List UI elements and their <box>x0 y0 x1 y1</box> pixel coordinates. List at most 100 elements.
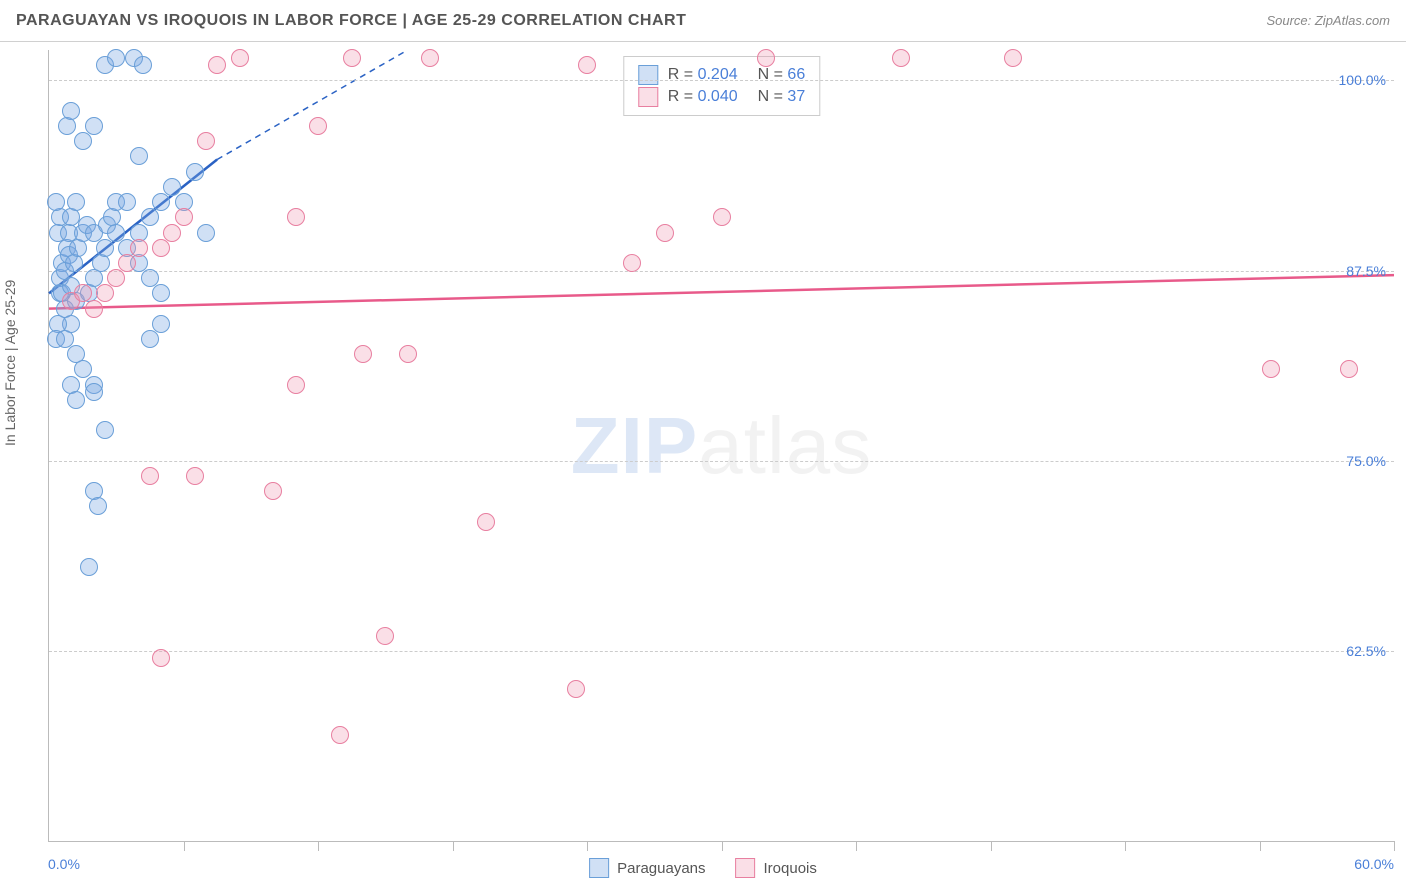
data-point <box>152 284 170 302</box>
data-point <box>69 239 87 257</box>
data-point <box>1340 360 1358 378</box>
x-axis-max-label: 60.0% <box>1354 856 1394 872</box>
gridline-h <box>49 80 1394 81</box>
data-point <box>713 208 731 226</box>
source-label: Source: ZipAtlas.com <box>1266 13 1390 28</box>
data-point <box>163 224 181 242</box>
data-point <box>1262 360 1280 378</box>
watermark-zip: ZIP <box>571 401 698 490</box>
data-point <box>152 649 170 667</box>
watermark: ZIPatlas <box>571 400 872 492</box>
x-tick <box>318 841 319 851</box>
x-axis-min-label: 0.0% <box>48 856 80 872</box>
y-tick-label: 100.0% <box>1339 72 1386 88</box>
data-point <box>343 49 361 67</box>
data-point <box>175 208 193 226</box>
legend-swatch <box>736 858 756 878</box>
legend-top-row: R = 0.204N = 66 <box>638 65 805 85</box>
data-point <box>130 147 148 165</box>
data-point <box>309 117 327 135</box>
legend-label: Iroquois <box>764 860 817 877</box>
data-point <box>197 224 215 242</box>
plot-wrap: ZIPatlas R = 0.204N = 66R = 0.040N = 37 … <box>48 50 1394 842</box>
plot-area: ZIPatlas R = 0.204N = 66R = 0.040N = 37 … <box>48 50 1394 842</box>
legend-r-label: R = 0.040 <box>668 88 738 106</box>
data-point <box>287 376 305 394</box>
gridline-h <box>49 271 1394 272</box>
data-point <box>399 345 417 363</box>
data-point <box>92 254 110 272</box>
data-point <box>65 254 83 272</box>
x-tick <box>453 841 454 851</box>
y-axis-label: In Labor Force | Age 25-29 <box>2 280 18 446</box>
data-point <box>130 239 148 257</box>
data-point <box>578 56 596 74</box>
data-point <box>892 49 910 67</box>
legend-top: R = 0.204N = 66 R = 0.040 N = 37 <box>623 56 820 116</box>
x-tick <box>1260 841 1261 851</box>
data-point <box>89 497 107 515</box>
data-point <box>477 513 495 531</box>
data-point <box>80 558 98 576</box>
data-point <box>67 391 85 409</box>
x-tick <box>991 841 992 851</box>
data-point <box>67 193 85 211</box>
x-tick <box>722 841 723 851</box>
data-point <box>96 421 114 439</box>
y-tick-label: 62.5% <box>1346 643 1386 659</box>
data-point <box>331 726 349 744</box>
data-point <box>118 254 136 272</box>
data-point <box>623 254 641 272</box>
data-point <box>152 193 170 211</box>
legend-top-row: R = 0.040 N = 37 <box>638 87 805 107</box>
data-point <box>118 193 136 211</box>
data-point <box>134 56 152 74</box>
data-point <box>107 269 125 287</box>
data-point <box>152 239 170 257</box>
data-point <box>656 224 674 242</box>
data-point <box>85 300 103 318</box>
data-point <box>231 49 249 67</box>
x-tick <box>856 841 857 851</box>
chart-title: PARAGUAYAN VS IROQUOIS IN LABOR FORCE | … <box>16 12 686 30</box>
chart-header: PARAGUAYAN VS IROQUOIS IN LABOR FORCE | … <box>0 0 1406 42</box>
data-point <box>74 132 92 150</box>
data-point <box>85 383 103 401</box>
data-point <box>186 467 204 485</box>
trend-lines <box>49 50 1394 841</box>
data-point <box>96 284 114 302</box>
data-point <box>567 680 585 698</box>
data-point <box>208 56 226 74</box>
legend-n-label: N = 37 <box>758 88 806 106</box>
data-point <box>1004 49 1022 67</box>
x-tick <box>1394 841 1395 851</box>
watermark-atlas: atlas <box>698 401 872 490</box>
legend-bottom: Paraguayans Iroquois <box>589 858 817 878</box>
data-point <box>152 315 170 333</box>
data-point <box>354 345 372 363</box>
gridline-h <box>49 651 1394 652</box>
data-point <box>141 330 159 348</box>
data-point <box>197 132 215 150</box>
data-point <box>186 163 204 181</box>
data-point <box>264 482 282 500</box>
y-tick-label: 75.0% <box>1346 453 1386 469</box>
data-point <box>287 208 305 226</box>
x-tick <box>1125 841 1126 851</box>
data-point <box>107 49 125 67</box>
legend-bottom-item: Paraguayans <box>589 858 705 878</box>
data-point <box>421 49 439 67</box>
y-tick-label: 87.5% <box>1346 263 1386 279</box>
x-tick <box>587 841 588 851</box>
legend-swatch <box>638 87 658 107</box>
data-point <box>757 49 775 67</box>
legend-swatch <box>638 65 658 85</box>
legend-swatch <box>589 858 609 878</box>
data-point <box>141 208 159 226</box>
data-point <box>58 117 76 135</box>
data-point <box>47 193 65 211</box>
x-tick <box>184 841 185 851</box>
data-point <box>62 102 80 120</box>
legend-label: Paraguayans <box>617 860 705 877</box>
data-point <box>141 467 159 485</box>
